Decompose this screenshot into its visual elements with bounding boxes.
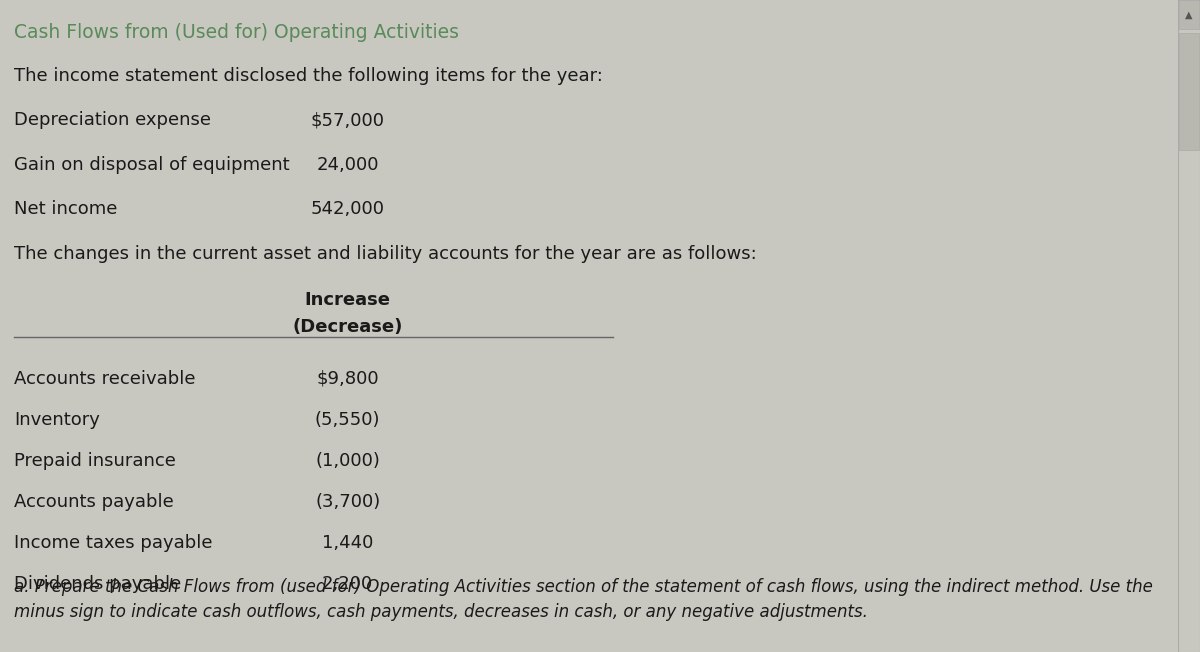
Text: Cash Flows from (Used for) Operating Activities: Cash Flows from (Used for) Operating Act…	[14, 23, 460, 42]
Text: 24,000: 24,000	[317, 156, 379, 174]
Text: (Decrease): (Decrease)	[293, 318, 403, 336]
Text: Inventory: Inventory	[14, 411, 100, 429]
Text: Income taxes payable: Income taxes payable	[14, 534, 212, 552]
Text: $57,000: $57,000	[311, 111, 385, 130]
Text: 1,440: 1,440	[322, 534, 373, 552]
Text: The income statement disclosed the following items for the year:: The income statement disclosed the follo…	[14, 67, 604, 85]
Text: ▲: ▲	[1186, 10, 1193, 20]
Text: Prepaid insurance: Prepaid insurance	[14, 452, 176, 470]
Text: (5,550): (5,550)	[314, 411, 380, 429]
Bar	[1180, 33, 1199, 150]
Text: Increase: Increase	[305, 291, 391, 310]
Text: Dividends payable: Dividends payable	[14, 575, 181, 593]
Text: Accounts receivable: Accounts receivable	[14, 370, 196, 388]
Text: a. Prepare the Cash Flows from (used for) Operating Activities section of the st: a. Prepare the Cash Flows from (used for…	[14, 578, 1153, 597]
Text: Accounts payable: Accounts payable	[14, 493, 174, 511]
Text: (3,700): (3,700)	[316, 493, 380, 511]
Text: $9,800: $9,800	[317, 370, 379, 388]
Text: The changes in the current asset and liability accounts for the year are as foll: The changes in the current asset and lia…	[14, 244, 757, 263]
Text: (1,000): (1,000)	[316, 452, 380, 470]
Bar	[1180, 0, 1199, 29]
Text: Net income: Net income	[14, 200, 118, 218]
Text: Depreciation expense: Depreciation expense	[14, 111, 211, 130]
Text: minus sign to indicate cash outflows, cash payments, decreases in cash, or any n: minus sign to indicate cash outflows, ca…	[14, 603, 868, 621]
Text: 542,000: 542,000	[311, 200, 385, 218]
Text: Gain on disposal of equipment: Gain on disposal of equipment	[14, 156, 289, 174]
Text: 2,200: 2,200	[322, 575, 373, 593]
